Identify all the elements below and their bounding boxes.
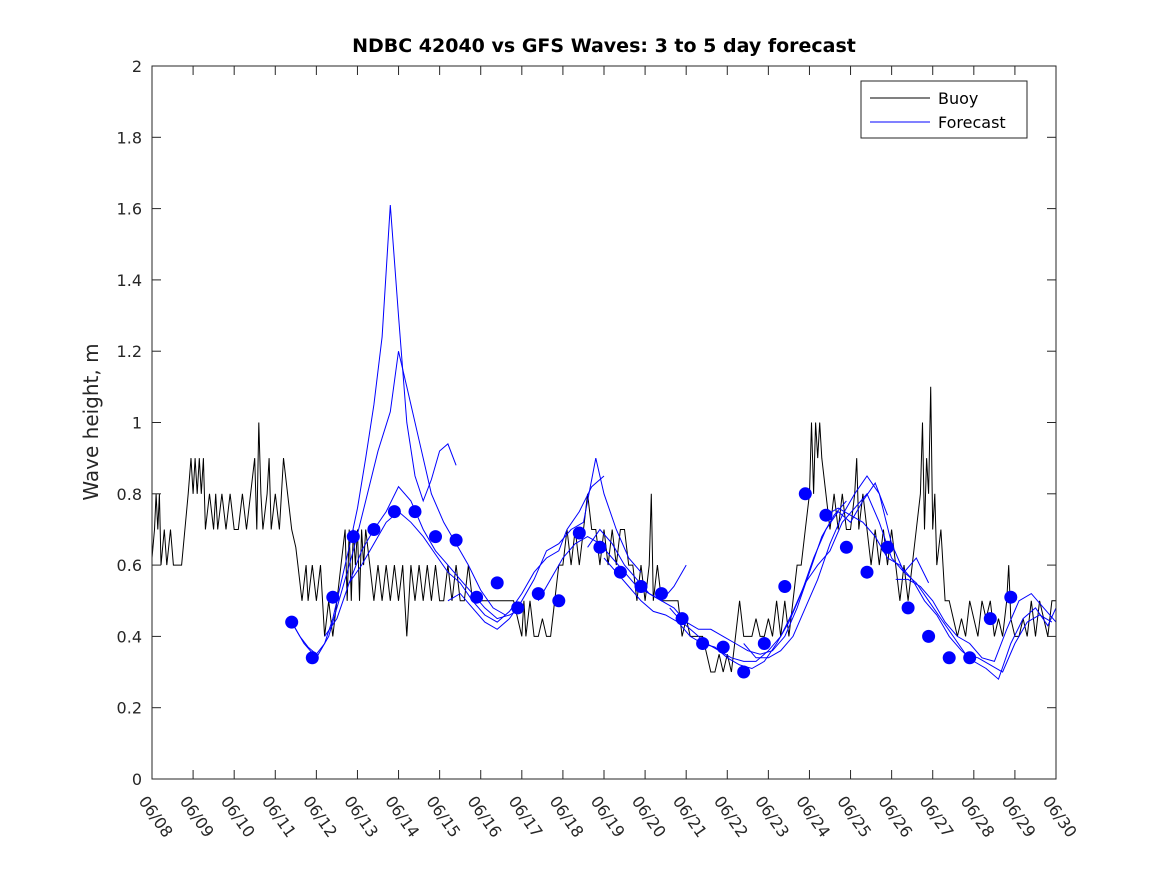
forecast-marker [860, 565, 874, 579]
plot-frame [151, 65, 1057, 780]
forecast-marker [696, 637, 710, 650]
y-tick-label: 1 [132, 414, 142, 433]
forecast-marker [346, 530, 360, 544]
forecast-run-line [291, 204, 457, 655]
y-tick-label: 0.2 [117, 699, 142, 718]
forecast-marker [387, 505, 401, 519]
forecast-run-line [447, 457, 642, 630]
forecast-marker [942, 651, 956, 665]
buoy-series-line [151, 386, 1056, 673]
y-tick-label: 1.2 [117, 342, 142, 361]
forecast-marker [285, 615, 299, 629]
forecast-marker [305, 651, 319, 665]
forecast-marker [634, 580, 648, 593]
forecast-marker [922, 629, 936, 643]
forecast-marker [552, 594, 566, 608]
chart-title: NDBC 42040 vs GFS Waves: 3 to 5 day fore… [352, 35, 856, 57]
y-tick-label: 0.6 [117, 556, 142, 575]
y-tick-label: 0 [132, 770, 142, 789]
y-tick-label: 0.4 [117, 627, 142, 646]
forecast-marker [367, 523, 381, 536]
forecast-marker [983, 612, 997, 626]
forecast-marker [326, 590, 340, 604]
forecast-marker [963, 651, 977, 665]
forecast-marker [716, 640, 730, 654]
y-tick-label: 2 [132, 57, 142, 76]
forecast-marker [408, 505, 422, 519]
forecast-marker [675, 612, 689, 626]
y-tick-label: 1.8 [117, 128, 142, 147]
forecast-marker [1004, 590, 1018, 604]
forecast-run-line [895, 578, 1057, 663]
forecast-marker [655, 587, 668, 601]
forecast-marker [819, 508, 833, 522]
forecast-marker [593, 540, 607, 554]
forecast-marker [798, 487, 812, 501]
forecast-marker [511, 601, 525, 615]
forecast-marker [531, 587, 545, 601]
y-tick-label: 0.8 [117, 485, 142, 504]
forecast-run-line [825, 507, 1057, 681]
forecast-marker [778, 580, 792, 593]
y-axis-label: Wave height, m [79, 343, 103, 500]
forecast-marker [572, 526, 586, 540]
legend: Buoy Forecast [860, 80, 1028, 139]
forecast-marker [490, 576, 504, 590]
series-layer [151, 204, 1057, 681]
forecast-marker [881, 540, 894, 554]
forecast-marker [613, 565, 627, 579]
forecast-marker [429, 530, 442, 544]
legend-box [860, 80, 1028, 139]
forecast-run-line [669, 492, 930, 662]
forecast-marker [737, 665, 751, 679]
legend-label-forecast: Forecast [938, 113, 1006, 132]
plot-area [152, 66, 1056, 779]
forecast-run-line [587, 500, 847, 655]
y-tick-label: 1.6 [117, 200, 142, 219]
forecast-marker [449, 533, 463, 547]
forecast-run-line [743, 475, 1053, 673]
y-tick-label: 1.4 [117, 271, 142, 290]
legend-label-buoy: Buoy [938, 89, 978, 108]
forecast-marker [470, 590, 484, 604]
forecast-marker [839, 540, 853, 554]
forecast-run-line [291, 351, 506, 659]
forecast-marker [757, 637, 771, 650]
forecast-marker [901, 601, 915, 615]
forecast-run-line [324, 485, 523, 637]
